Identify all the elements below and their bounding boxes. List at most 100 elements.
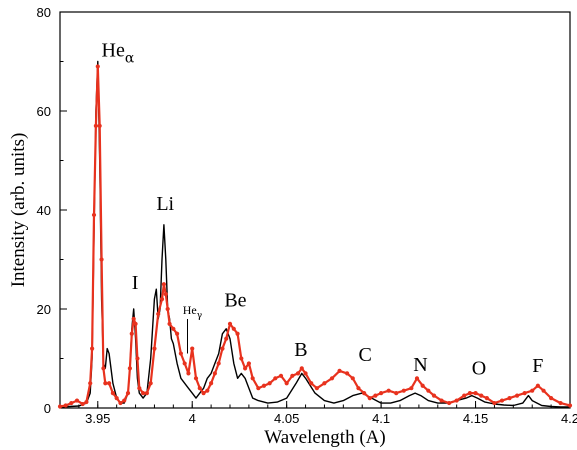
red-series-point	[69, 400, 74, 406]
red-series-point	[479, 393, 484, 398]
red-series-point	[201, 391, 206, 396]
red-series-point	[216, 361, 221, 366]
red-series-point	[163, 292, 168, 297]
red-series-point	[133, 321, 138, 326]
red-series-point	[74, 398, 80, 403]
red-series-point	[558, 400, 563, 406]
red-series-point	[243, 366, 248, 371]
x-axis-ticks: 3.95 4 4.05 4.1 4.15 4.2	[59, 401, 577, 426]
red-series-point	[110, 391, 115, 396]
x-tick-label: 4.1	[372, 411, 390, 426]
red-series-point	[227, 321, 233, 326]
red-series-point	[356, 386, 361, 391]
red-series-point	[299, 366, 304, 371]
red-series-point	[420, 383, 425, 388]
y-axis-title: Intensity (arb. units)	[8, 133, 29, 288]
red-series-point	[239, 356, 244, 361]
peak-label: Be	[224, 290, 246, 312]
red-series-point	[379, 391, 384, 396]
red-series-point	[186, 371, 191, 376]
red-series-point	[246, 361, 251, 366]
red-series-point	[175, 331, 180, 336]
x-tick-label: 4.2	[561, 411, 577, 426]
red-series-point	[314, 386, 319, 391]
red-series-point	[63, 403, 68, 408]
red-series-point	[197, 386, 202, 391]
red-series-point	[235, 331, 240, 336]
red-series-point	[350, 376, 355, 381]
red-series-point	[144, 391, 149, 396]
red-series-point	[507, 396, 512, 401]
red-series-point	[278, 373, 284, 378]
red-series-point	[447, 400, 452, 406]
x-tick-label: 4.15	[463, 411, 488, 426]
red-series-point	[484, 396, 489, 401]
peak-label: Heγ	[183, 303, 202, 321]
red-series-point	[129, 331, 134, 336]
y-tick-label: 80	[37, 5, 51, 20]
red-series-point	[224, 336, 229, 341]
series-layer	[57, 60, 573, 409]
red-series-point	[414, 376, 420, 381]
y-tick-label: 40	[37, 203, 51, 218]
red-series-point	[209, 381, 214, 386]
peak-label: N	[413, 354, 427, 376]
red-series-point	[373, 393, 378, 398]
y-tick-label: 20	[37, 302, 51, 317]
red-series-point	[367, 396, 372, 401]
peak-label: I	[132, 272, 139, 294]
x-axis-title: Wavelength (A)	[264, 427, 385, 448]
red-series-line	[59, 65, 571, 408]
red-series-point	[295, 371, 301, 376]
red-series-point	[57, 404, 63, 409]
red-series-point	[541, 388, 546, 393]
red-series-point	[88, 381, 93, 386]
red-series-point	[137, 386, 142, 391]
red-series-point	[535, 383, 540, 388]
red-series-point	[439, 398, 444, 403]
red-series-point	[303, 371, 308, 376]
red-series-point	[462, 393, 467, 398]
red-series-point	[167, 321, 172, 326]
red-series-point	[256, 386, 261, 391]
red-series-point	[322, 381, 327, 386]
red-series-point	[95, 64, 100, 69]
red-series-point	[159, 297, 165, 302]
red-series-point	[409, 386, 414, 391]
red-series-point	[127, 366, 132, 371]
peak-label: O	[472, 357, 486, 379]
red-series-point	[135, 356, 140, 361]
red-series-point	[90, 346, 95, 351]
red-series-point	[386, 388, 391, 393]
red-series-point	[284, 381, 289, 386]
red-series-point	[193, 376, 199, 381]
red-series-point	[125, 391, 131, 396]
red-series-point	[499, 398, 505, 403]
red-series-point	[401, 388, 406, 393]
peak-label: B	[294, 339, 307, 361]
red-series-point	[309, 381, 314, 386]
red-series-point	[231, 326, 236, 331]
red-series-point	[118, 400, 123, 406]
red-series-point	[156, 311, 161, 317]
red-series-point	[426, 388, 431, 393]
x-tick-label: 4.05	[274, 411, 299, 426]
red-series-point	[261, 383, 267, 388]
red-series-point	[290, 373, 295, 378]
red-series-point	[212, 371, 217, 376]
red-series-point	[362, 391, 367, 396]
red-series-point	[107, 381, 112, 386]
red-series-point	[220, 346, 225, 351]
red-series-point	[80, 401, 85, 407]
peak-label: Heα	[102, 40, 135, 67]
red-series-point	[454, 398, 459, 403]
x-tick-label: 3.95	[85, 411, 110, 426]
red-series-point	[122, 398, 127, 403]
red-series-point	[165, 306, 170, 312]
red-series-point	[530, 388, 535, 393]
red-series-point	[394, 391, 399, 396]
red-series-point	[99, 257, 104, 262]
red-series-point	[97, 123, 102, 128]
red-series-point	[93, 123, 98, 128]
